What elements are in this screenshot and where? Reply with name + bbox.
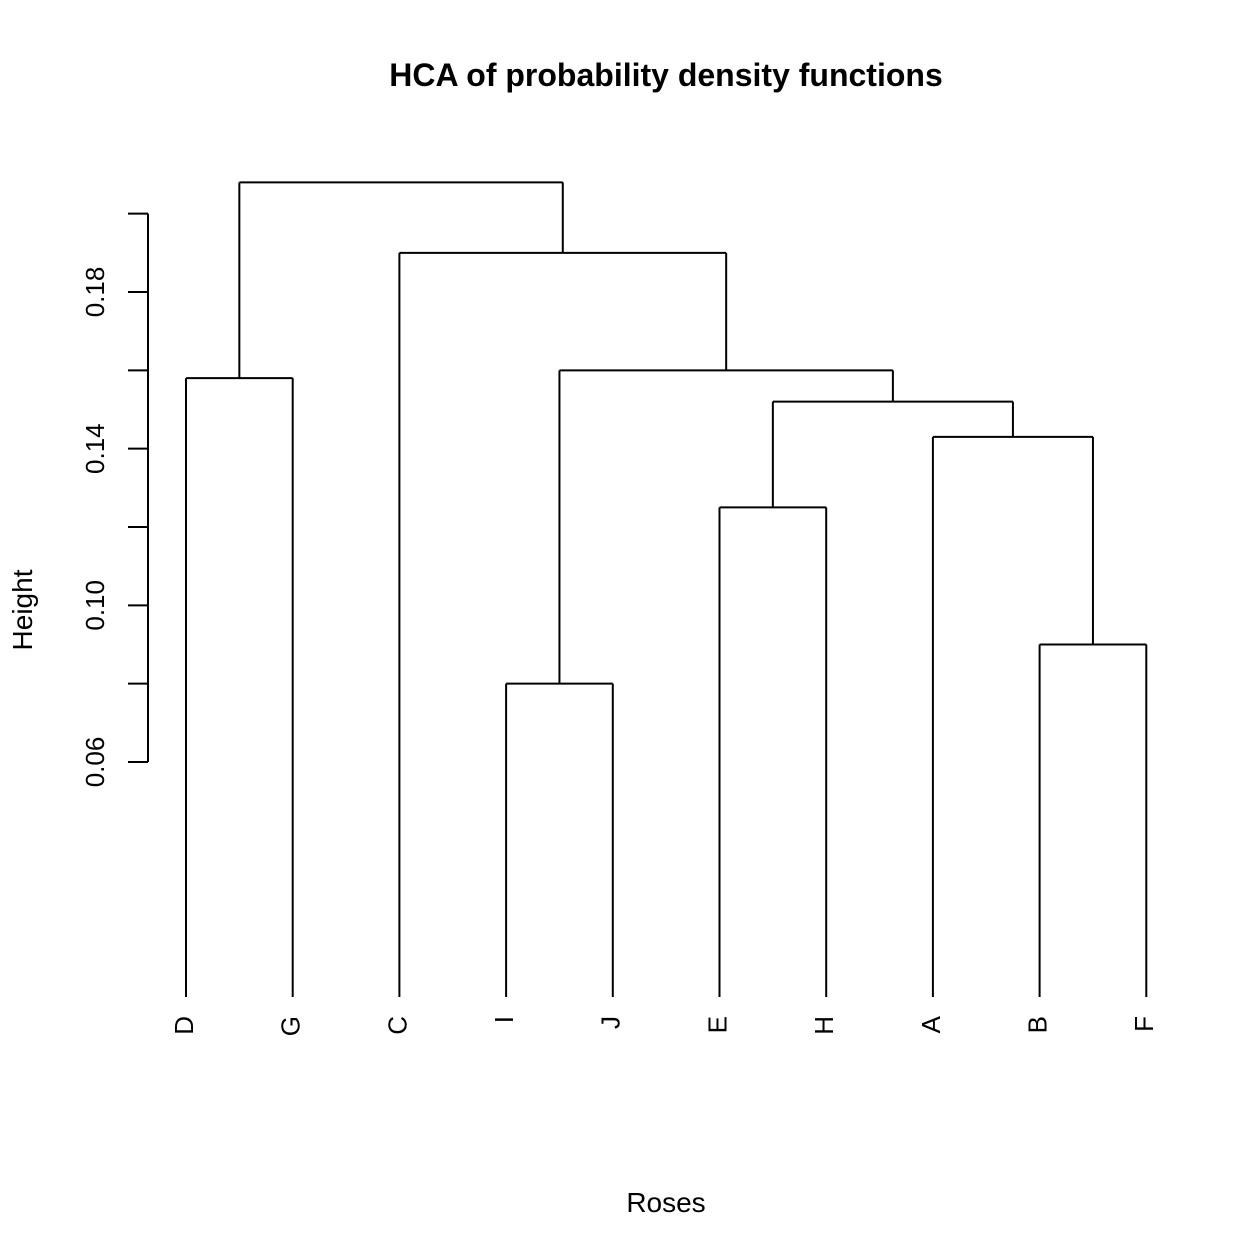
y-tick-label: 0.06 <box>80 737 110 788</box>
leaf-label: A <box>916 1015 946 1033</box>
leaf-label: B <box>1022 1016 1052 1033</box>
leaf-label: F <box>1129 1016 1159 1032</box>
y-tick-label: 0.10 <box>80 580 110 631</box>
y-tick-label: 0.18 <box>80 267 110 318</box>
y-axis-label: Height <box>7 569 38 650</box>
y-tick-label: 0.14 <box>80 423 110 474</box>
leaf-label: H <box>809 1016 839 1035</box>
leaf-label: J <box>596 1016 626 1029</box>
y-axis: 0.06 0.10 0.14 0.18 <box>80 212 149 788</box>
leaf-label: D <box>169 1016 199 1035</box>
leaf-label: C <box>382 1016 412 1035</box>
leaf-label: E <box>702 1016 732 1033</box>
chart-title: HCA of probability density functions <box>389 57 942 93</box>
dendrogram-branches <box>185 181 1148 997</box>
x-axis-label: Roses <box>626 1187 705 1218</box>
leaf-label: G <box>276 1016 306 1036</box>
leaf-label: I <box>489 1016 519 1023</box>
